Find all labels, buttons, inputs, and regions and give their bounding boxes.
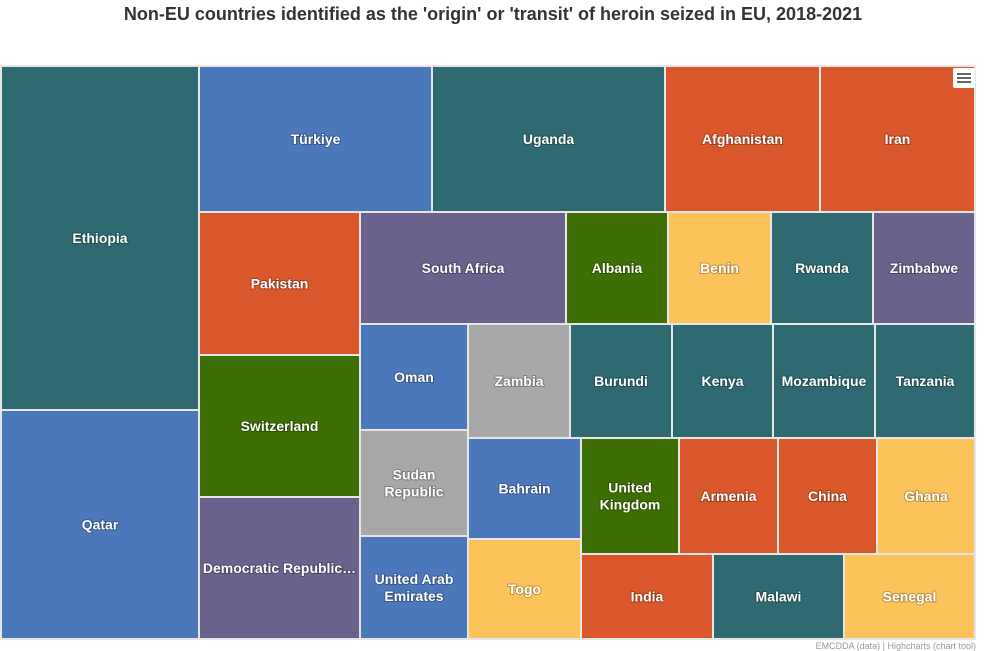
treemap-cell-label: Oman [394, 369, 434, 385]
treemap-cell[interactable] [712, 553, 845, 640]
treemap-cell-label: Armenia [700, 488, 756, 504]
treemap-cell-label: Sudan Republic [384, 467, 443, 500]
chart-title: Non-EU countries identified as the 'orig… [123, 4, 863, 24]
treemap-cell-label: Malawi [756, 589, 802, 605]
treemap-cell-label: Benin [700, 260, 739, 276]
treemap-cell[interactable] [198, 354, 361, 498]
treemap-cell[interactable] [580, 553, 714, 640]
treemap-cell-label: United Kingdom [600, 480, 661, 513]
treemap-cell[interactable] [565, 211, 669, 325]
treemap-cell-label: Zimbabwe [890, 260, 959, 276]
treemap-cell[interactable] [874, 323, 976, 439]
treemap-cell[interactable] [359, 535, 469, 640]
treemap-cell-label: Albania [592, 260, 643, 276]
treemap-cell[interactable] [772, 323, 876, 439]
treemap-cell[interactable] [664, 65, 821, 213]
treemap-cell[interactable] [872, 211, 976, 325]
treemap-cell-label: Togo [508, 581, 541, 597]
chart-credits[interactable]: EMCDDA (data) | Highcharts (chart tool) [815, 641, 976, 651]
chart-menu-button[interactable] [953, 68, 975, 88]
treemap-cell-label: Bahrain [498, 481, 550, 497]
treemap-cell-label: Ethiopia [72, 230, 127, 246]
treemap-cell-label: Rwanda [795, 260, 849, 276]
treemap-cell[interactable] [777, 437, 878, 555]
treemap-cell-label: Pakistan [251, 276, 309, 292]
treemap-cell[interactable] [876, 437, 976, 555]
treemap-cell-label: United Arab Emirates [375, 571, 454, 604]
treemap-cell-label: Tanzania [896, 373, 955, 389]
treemap-cell[interactable] [359, 211, 567, 325]
treemap-cell-label: Burundi [594, 373, 648, 389]
treemap-cell-label: Qatar [82, 517, 119, 533]
treemap-cell-label: South Africa [422, 260, 505, 276]
treemap-cell-label: Uganda [523, 131, 575, 147]
treemap-cell-label: Senegal [883, 589, 937, 605]
treemap-cell[interactable] [467, 323, 571, 439]
treemap-cell[interactable] [843, 553, 976, 640]
treemap-cell-label: China [808, 488, 847, 504]
treemap-cell-label: Ghana [904, 488, 948, 504]
hamburger-menu-icon [957, 73, 971, 75]
treemap-cell-label: Mozambique [782, 373, 867, 389]
treemap-cell[interactable] [580, 437, 680, 555]
treemap-cell[interactable] [770, 211, 874, 325]
treemap-cell-label: Iran [885, 131, 911, 147]
treemap-cell-label: India [631, 589, 664, 605]
treemap-cell[interactable] [198, 211, 361, 356]
treemap-cell[interactable] [359, 323, 469, 431]
treemap-cell[interactable] [467, 538, 582, 640]
treemap-cell-label: Democratic Republic… [203, 560, 356, 576]
treemap-cell-label: Switzerland [241, 418, 319, 434]
treemap-cell[interactable] [0, 409, 200, 640]
treemap-cell[interactable] [819, 65, 976, 213]
treemap-cell-label: Kenya [701, 373, 743, 389]
treemap-cell-label: Türkiye [291, 131, 341, 147]
treemap-cell-label: Afghanistan [702, 131, 783, 147]
treemap-cell-label: Zambia [494, 373, 543, 389]
